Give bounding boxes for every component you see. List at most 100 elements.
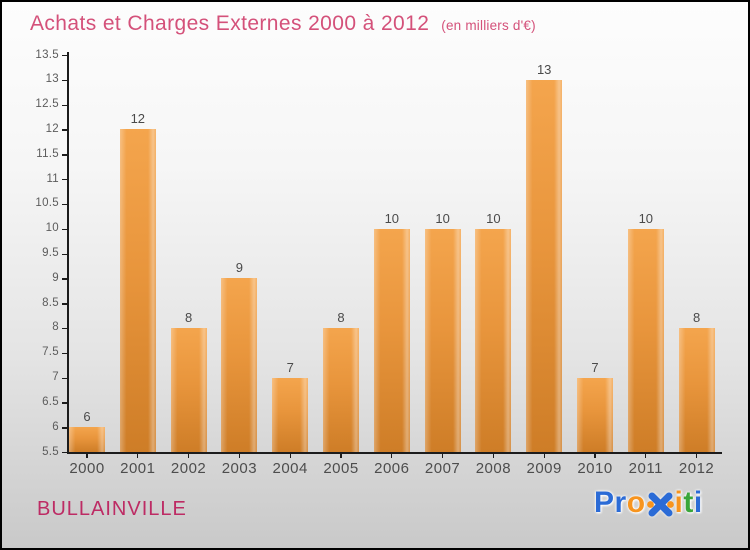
- location-label: BULLAINVILLE: [37, 498, 187, 520]
- x-axis-tick: [695, 453, 698, 458]
- y-axis-tick-label: 8.5: [42, 296, 59, 309]
- bar-value-label: 13: [536, 61, 552, 77]
- y-axis-tick: [61, 303, 68, 305]
- logo-letter: P: [594, 486, 615, 519]
- proxiti-x-icon: [646, 492, 674, 516]
- bar: [170, 327, 207, 452]
- x-axis-tick-label: 2004: [272, 460, 308, 477]
- y-axis-tick-label: 8: [52, 321, 59, 334]
- logo-letter: r: [614, 486, 627, 519]
- y-axis-tick-label: 12: [45, 122, 59, 135]
- logo-letter: t: [683, 486, 694, 519]
- logo-letter: o: [626, 486, 646, 519]
- bar: [678, 327, 715, 452]
- y-axis-line: [67, 52, 69, 454]
- logo-letter: i: [674, 486, 684, 519]
- x-axis-tick: [594, 453, 596, 458]
- y-axis-tick-label: 13: [45, 73, 59, 86]
- x-axis-tick: [86, 453, 88, 458]
- x-axis-tick-label: 2001: [120, 460, 156, 477]
- y-axis-tick: [61, 452, 68, 454]
- y-axis-tick: [61, 278, 68, 280]
- x-axis-tick: [187, 453, 190, 458]
- chart-subtitle: (en milliers d'€): [441, 18, 536, 33]
- y-axis-tick: [61, 327, 68, 330]
- x-axis-tick: [543, 453, 545, 458]
- bar-value-label: 9: [235, 260, 243, 276]
- x-axis-line: [67, 452, 722, 454]
- x-axis-tick: [441, 453, 444, 458]
- y-axis-tick-label: 11: [46, 172, 59, 185]
- bar-value-label: 7: [286, 359, 294, 375]
- bar-value-label: 10: [435, 210, 450, 226]
- x-axis-tick: [238, 453, 241, 458]
- x-axis-tick: [645, 453, 647, 458]
- bar: [373, 228, 410, 452]
- bar: [221, 278, 258, 452]
- y-axis-tick-label: 9: [52, 271, 59, 284]
- x-axis-tick-label: 2008: [475, 460, 512, 477]
- bar-value-label: 8: [337, 309, 345, 325]
- bar: [323, 327, 359, 452]
- bar-value-label: 12: [130, 111, 146, 127]
- y-axis-tick: [61, 55, 68, 57]
- y-axis-tick: [61, 154, 68, 156]
- x-axis-tick-label: 2010: [577, 460, 613, 477]
- y-axis-tick-label: 11.5: [36, 147, 59, 160]
- y-axis-tick: [61, 79, 68, 82]
- x-axis-tick-label: 2003: [221, 460, 258, 477]
- y-axis-tick-label: 6.5: [42, 395, 59, 408]
- bar-value-label: 8: [692, 309, 701, 325]
- y-axis-tick: [61, 228, 68, 231]
- x-axis-tick-label: 2007: [424, 460, 461, 477]
- bar-value-label: 10: [384, 210, 400, 226]
- y-axis-tick-label: 5.5: [42, 445, 59, 458]
- x-axis-tick: [289, 453, 291, 458]
- bar: [526, 79, 563, 452]
- y-axis-tick-label: 10.5: [35, 197, 59, 210]
- y-axis-tick: [61, 427, 68, 429]
- y-axis-tick-label: 13.5: [35, 48, 59, 61]
- x-axis-tick: [137, 453, 139, 458]
- bar: [272, 377, 309, 452]
- bar: [475, 228, 512, 452]
- bar: [424, 228, 461, 452]
- y-axis-tick-label: 6: [52, 420, 59, 433]
- y-axis-tick-label: 9.5: [42, 247, 59, 259]
- bar-value-label: 10: [638, 210, 654, 226]
- bar: [627, 228, 664, 452]
- x-axis-tick-label: 2000: [69, 460, 105, 477]
- chart-title: Achats et Charges Externes 2000 à 2012: [30, 12, 430, 35]
- y-axis-tick: [61, 104, 68, 107]
- y-axis-tick-label: 12.5: [35, 98, 59, 111]
- bar: [119, 129, 156, 452]
- bar: [69, 427, 105, 452]
- x-axis-tick-label: 2005: [323, 460, 359, 477]
- x-axis-tick-label: 2011: [628, 460, 663, 477]
- y-axis-tick-label: 10: [45, 222, 59, 235]
- x-axis-tick-label: 2012: [678, 460, 715, 477]
- x-axis-tick: [340, 453, 342, 458]
- y-axis-tick-label: 7: [52, 371, 59, 384]
- y-axis-tick: [61, 203, 68, 206]
- bar: [577, 377, 613, 452]
- y-axis-tick: [61, 129, 68, 131]
- bar-value-label: 10: [486, 210, 501, 226]
- y-axis-tick: [61, 402, 68, 404]
- bar-value-label: 8: [184, 309, 193, 325]
- bar-value-label: 7: [591, 359, 599, 375]
- y-axis-tick: [61, 179, 68, 181]
- y-axis-tick-label: 7.5: [42, 346, 59, 359]
- logo-letter: i: [693, 486, 703, 519]
- y-axis-tick: [61, 377, 68, 379]
- x-axis-tick-label: 2002: [170, 460, 207, 477]
- x-axis-tick-label: 2006: [374, 460, 410, 477]
- y-axis-tick: [61, 352, 68, 355]
- y-axis-tick: [61, 253, 68, 255]
- x-axis-tick: [391, 453, 393, 458]
- bar-value-label: 6: [83, 409, 91, 425]
- x-axis-tick-label: 2009: [526, 460, 562, 477]
- title-row: Achats et Charges Externes 2000 à 2012 (…: [30, 12, 536, 36]
